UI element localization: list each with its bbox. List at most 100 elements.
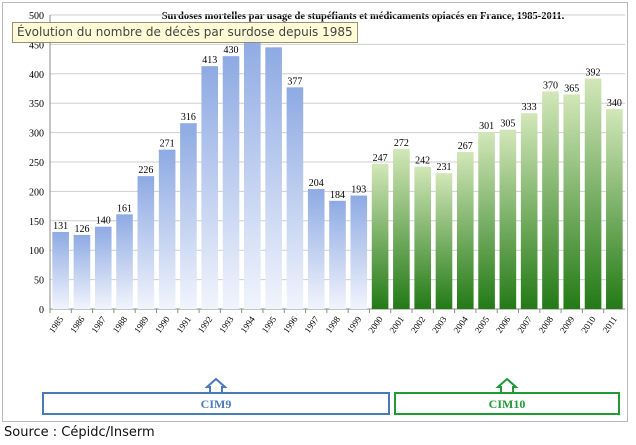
y-tick-label: 250 [29, 158, 44, 169]
data-label-1992: 413 [202, 55, 217, 66]
bar-2002 [414, 166, 431, 309]
data-label-2001: 272 [394, 138, 409, 149]
bar-2009 [563, 94, 581, 309]
bar-1995 [265, 47, 282, 310]
x-tick-label-2005: 2005 [473, 314, 492, 335]
bars [52, 35, 623, 310]
data-label-1990: 271 [160, 139, 175, 150]
classification-groups: CIM9 CIM10 [42, 377, 620, 415]
bar-1985 [52, 231, 69, 309]
data-label-2006: 305 [500, 119, 515, 130]
x-tick-label-1998: 1998 [324, 314, 343, 335]
bar-1994 [244, 35, 261, 310]
data-label-1986: 126 [74, 224, 89, 235]
x-tick-label-1991: 1991 [175, 314, 194, 334]
bar-1993 [222, 56, 240, 309]
x-tick-label-2003: 2003 [430, 314, 449, 335]
data-label-1985: 131 [53, 221, 68, 232]
bar-1998 [329, 200, 346, 309]
data-label-2010: 392 [586, 68, 601, 79]
y-tick-label: 100 [29, 246, 44, 257]
x-tick-label-2004: 2004 [451, 314, 470, 335]
bar-2001 [393, 149, 410, 309]
x-tick-label-1990: 1990 [153, 314, 172, 335]
y-axis-ticks: 0 50 100 150 200 250 300 350 400 450 500 [29, 11, 44, 316]
x-axis-ticks: 1985 1986 1987 1988 1989 1990 1991 1992 1993 1994… [47, 309, 619, 335]
x-tick-label-1997: 1997 [302, 314, 321, 335]
x-tick-label-2011: 2011 [601, 314, 619, 334]
data-label-1997: 204 [309, 178, 324, 189]
bar-1987 [94, 226, 112, 309]
bar-2003 [435, 173, 453, 309]
data-label-1987: 140 [96, 216, 111, 227]
x-tick-label-1986: 1986 [68, 314, 87, 335]
bar-2011 [606, 109, 623, 309]
x-tick-label-1989: 1989 [132, 314, 151, 335]
bar-1991 [180, 123, 197, 309]
x-tick-label-2007: 2007 [515, 314, 534, 335]
chart-title: Surdoses mortelles par usage de stupéfia… [162, 11, 565, 22]
bar-1992 [201, 66, 219, 309]
bar-2008 [542, 91, 559, 309]
y-tick-label: 500 [29, 11, 44, 22]
bar-2004 [456, 152, 474, 309]
data-label-1998: 184 [330, 190, 345, 201]
group-arrow-icon [204, 377, 228, 392]
bar-1988 [116, 214, 133, 309]
bar-1986 [73, 234, 91, 309]
bar-1996 [286, 87, 304, 309]
x-tick-label-2006: 2006 [494, 314, 513, 335]
x-tick-label-2008: 2008 [537, 314, 556, 335]
y-tick-label: 50 [34, 276, 44, 287]
x-tick-label-1987: 1987 [89, 314, 108, 335]
x-tick-label-1999: 1999 [345, 314, 364, 335]
bar-1989 [137, 176, 155, 309]
x-tick-label-1995: 1995 [260, 314, 279, 335]
x-tick-label-1992: 1992 [196, 314, 215, 334]
data-label-1993: 430 [224, 45, 239, 56]
data-label-2004: 267 [458, 141, 473, 152]
data-labels: 131 126 140 161 226 271 316 413 430 377 204 184 193 2… [53, 45, 622, 235]
group-box-cim10 [394, 392, 620, 415]
source-note: Source : Cépidc/Inserm [4, 425, 155, 440]
data-label-2005: 301 [479, 121, 494, 132]
y-tick-label: 400 [29, 70, 44, 81]
group-box-cim9 [42, 392, 390, 415]
data-label-2011: 340 [607, 98, 622, 109]
data-label-2002: 242 [415, 156, 430, 167]
overdose-chart: Surdoses mortelles par usage de stupéfia… [29, 11, 625, 415]
bar-2000 [371, 163, 389, 309]
x-tick-label-1993: 1993 [217, 314, 236, 335]
x-tick-label-1985: 1985 [47, 314, 66, 335]
bar-1990 [158, 149, 176, 309]
bar-1997 [307, 189, 325, 309]
group-arrow-icon [495, 377, 519, 392]
data-label-2008: 370 [543, 80, 558, 91]
data-label-1989: 226 [138, 165, 153, 176]
data-label-1988: 161 [117, 203, 132, 214]
x-tick-label-1988: 1988 [111, 314, 130, 335]
x-tick-label-2000: 2000 [366, 314, 385, 335]
bar-2005 [478, 132, 495, 309]
x-tick-label-2009: 2009 [558, 314, 577, 335]
x-tick-label-2002: 2002 [409, 314, 428, 334]
data-label-1991: 316 [181, 112, 196, 123]
y-tick-label: 200 [29, 187, 44, 198]
chart-tooltip: Évolution du nombre de décès par surdose… [12, 22, 358, 43]
data-label-2000: 247 [373, 153, 388, 164]
y-tick-label: 150 [29, 217, 44, 228]
bar-1999 [350, 195, 368, 309]
chart-frame: Surdoses mortelles par usage de stupéfia… [2, 2, 628, 422]
x-tick-label-2001: 2001 [388, 314, 407, 334]
x-tick-label-2010: 2010 [579, 314, 598, 335]
bar-2006 [499, 129, 517, 309]
data-label-2009: 365 [564, 83, 579, 94]
y-tick-label: 350 [29, 99, 44, 110]
x-tick-label-1994: 1994 [238, 314, 257, 335]
data-label-2003: 231 [436, 162, 451, 173]
y-tick-label: 450 [29, 40, 44, 51]
group-label-cim10: CIM10 [489, 397, 526, 411]
group-label-cim9: CIM9 [201, 397, 232, 411]
bar-2010 [584, 78, 602, 309]
x-tick-label-1996: 1996 [281, 314, 300, 335]
